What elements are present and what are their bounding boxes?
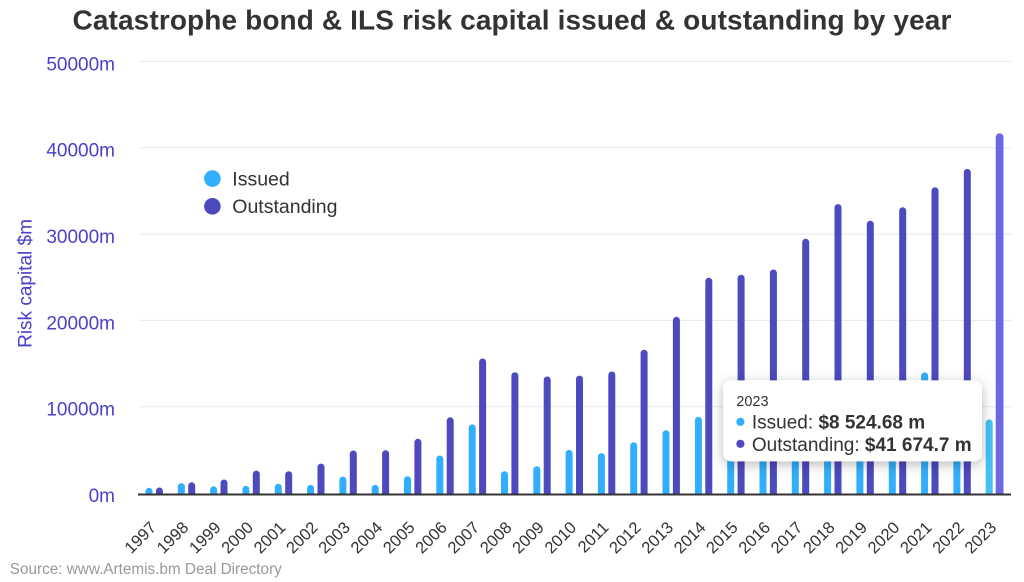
svg-text:Catastrophe bond & ILS risk ca: Catastrophe bond & ILS risk capital issu…: [73, 5, 952, 36]
svg-text:Issued: $8 524.68 m: Issued: $8 524.68 m: [752, 413, 925, 434]
svg-text:10000m: 10000m: [46, 400, 115, 421]
svg-text:40000m: 40000m: [46, 141, 115, 162]
svg-text:2023: 2023: [736, 394, 768, 410]
svg-text:Source: www.Artemis.bm Deal Di: Source: www.Artemis.bm Deal Directory: [10, 561, 282, 578]
svg-text:20000m: 20000m: [46, 313, 115, 334]
svg-text:Outstanding: $41 674.7 m: Outstanding: $41 674.7 m: [752, 435, 972, 456]
svg-text:50000m: 50000m: [46, 54, 115, 75]
svg-text:Risk capital $m: Risk capital $m: [16, 219, 37, 348]
svg-text:Outstanding: Outstanding: [232, 196, 337, 218]
svg-text:0m: 0m: [89, 486, 115, 507]
svg-text:30000m: 30000m: [46, 227, 115, 248]
svg-text:Issued: Issued: [232, 169, 289, 191]
